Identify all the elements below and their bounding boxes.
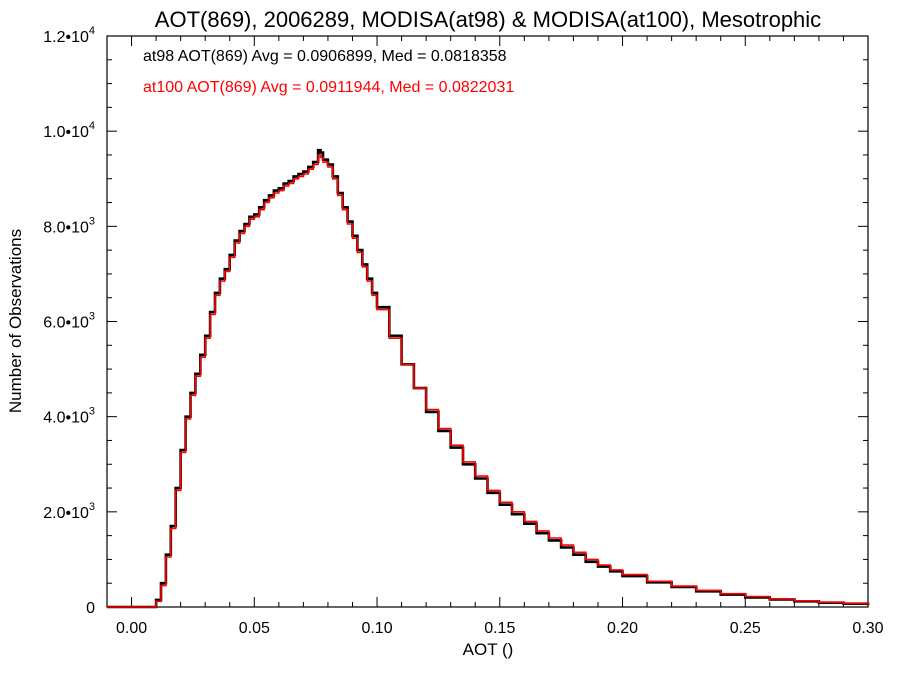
y-tick-mantissa: 1.2•10 xyxy=(43,29,89,46)
chart-title: AOT(869), 2006289, MODISA(at98) & MODISA… xyxy=(155,7,821,32)
y-axis-ticks: 02.0•1034.0•1036.0•1038.0•1031.0•1041.2•… xyxy=(43,25,868,617)
y-tick-label: 4.0•103 xyxy=(43,406,95,427)
x-axis-label: AOT () xyxy=(463,640,514,659)
plot-frame xyxy=(106,35,869,608)
annotation-at100: at100 AOT(869) Avg = 0.0911944, Med = 0.… xyxy=(143,79,514,96)
y-tick-exponent: 3 xyxy=(89,501,95,513)
y-tick-mantissa: 4.0•10 xyxy=(43,410,89,427)
x-tick-label: 0.10 xyxy=(361,620,392,637)
x-tick-label: 0.00 xyxy=(116,620,147,637)
series-layer xyxy=(107,148,870,609)
annotation-at98: at98 AOT(869) Avg = 0.0906899, Med = 0.0… xyxy=(143,48,507,65)
y-tick-exponent: 4 xyxy=(89,25,95,37)
y-tick-label: 2.0•103 xyxy=(43,501,95,522)
y-tick-label: 6.0•103 xyxy=(43,311,95,332)
series-at98-line xyxy=(107,148,870,609)
y-tick-label: 1.2•104 xyxy=(43,25,95,46)
y-tick-exponent: 3 xyxy=(89,311,95,323)
y-tick-label: 1.0•104 xyxy=(43,120,95,141)
x-tick-label: 0.30 xyxy=(852,620,883,637)
y-tick-exponent: 3 xyxy=(89,406,95,418)
y-tick-label: 0 xyxy=(86,600,95,617)
y-tick-exponent: 3 xyxy=(89,215,95,227)
x-tick-label: 0.20 xyxy=(607,620,638,637)
x-axis-ticks: 0.00 0.05 0.10 0.15 0.20 0.25 0.30 xyxy=(106,36,884,637)
y-tick-label: 8.0•103 xyxy=(43,215,95,236)
y-axis-label: Number of Observations xyxy=(6,229,25,413)
y-tick-mantissa: 6.0•10 xyxy=(43,315,89,332)
y-tick-mantissa: 1.0•10 xyxy=(43,124,89,141)
y-tick-mantissa: 2.0•10 xyxy=(43,505,89,522)
x-tick-label: 0.15 xyxy=(484,620,515,637)
x-tick-label: 0.05 xyxy=(239,620,270,637)
x-tick-label: 0.25 xyxy=(730,620,761,637)
series-at100-line xyxy=(107,154,869,608)
y-tick-mantissa: 8.0•10 xyxy=(43,219,89,236)
y-tick-exponent: 4 xyxy=(89,120,95,132)
y-tick-mantissa: 0 xyxy=(86,600,95,617)
